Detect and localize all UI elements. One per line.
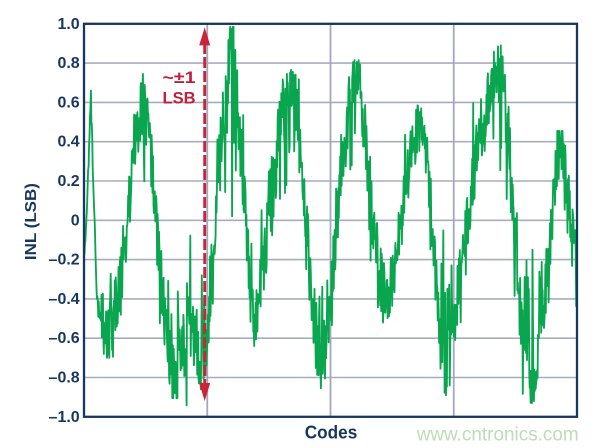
svg-text:~±1: ~±1 [163, 68, 196, 87]
svg-text:LSB: LSB [163, 89, 196, 108]
svg-text:0.8: 0.8 [57, 55, 79, 72]
svg-text:0.2: 0.2 [57, 173, 79, 190]
svg-text:–0.6: –0.6 [49, 330, 80, 347]
svg-text:0.4: 0.4 [57, 134, 79, 151]
svg-text:–1.0: –1.0 [49, 409, 80, 426]
svg-text:–0.2: –0.2 [49, 252, 80, 269]
svg-text:www.cntronics.com: www.cntronics.com [416, 424, 579, 446]
svg-text:–0.4: –0.4 [49, 291, 80, 308]
svg-text:INL (LSB): INL (LSB) [23, 183, 40, 260]
svg-text:0: 0 [71, 212, 80, 229]
svg-text:1.0: 1.0 [57, 16, 79, 33]
svg-text:0.6: 0.6 [57, 94, 79, 111]
svg-text:Codes: Codes [305, 423, 358, 443]
svg-text:–0.8: –0.8 [49, 370, 80, 387]
